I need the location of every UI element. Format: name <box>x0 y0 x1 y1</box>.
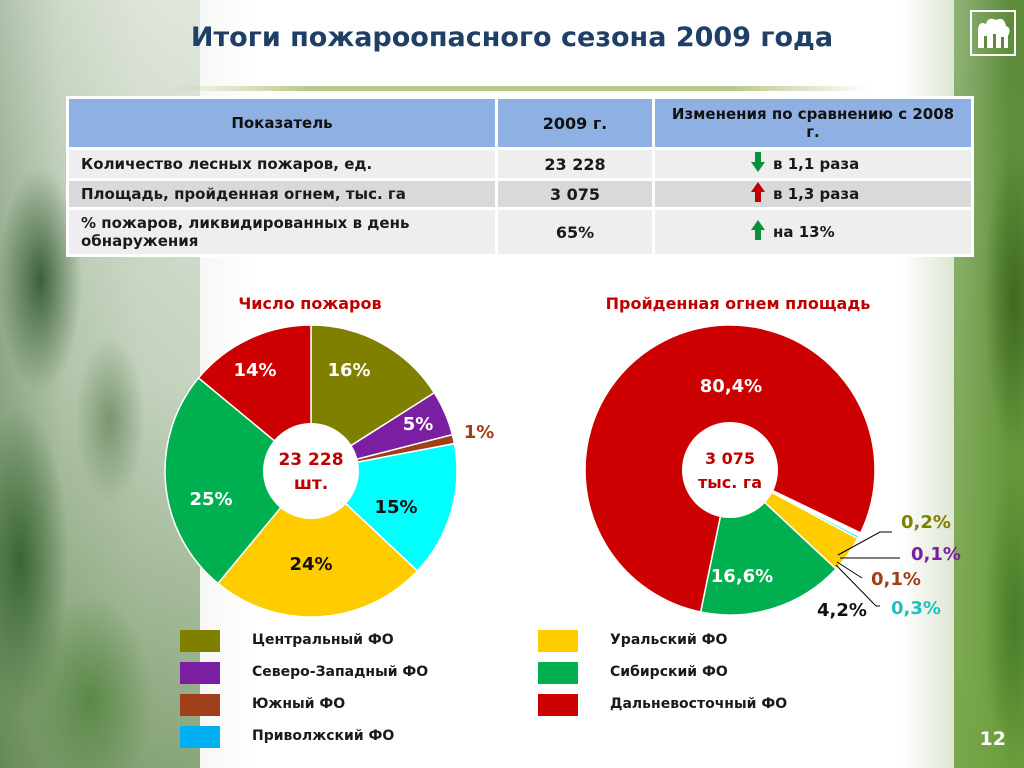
row-liquidated-name: % пожаров, ликвидированных в день обнару… <box>69 210 495 254</box>
change-text: на 13% <box>773 223 835 241</box>
data-label: 0,2% <box>901 512 951 533</box>
row-fires-count-change: в 1,1 раза <box>655 150 971 178</box>
pie-center <box>263 423 359 519</box>
summary-table: Показатель 2009 г. Изменения по сравнени… <box>66 96 974 257</box>
data-label: 14% <box>233 360 276 381</box>
legend-label: Северо-Западный ФО <box>252 664 429 680</box>
pie-center <box>682 422 778 518</box>
legend-swatch <box>180 726 220 748</box>
data-label: 0,1% <box>871 569 921 590</box>
data-label: 16% <box>327 360 370 381</box>
pie-center-label: шт. <box>294 474 328 494</box>
leader-line <box>837 531 892 556</box>
header-indicator: Показатель <box>69 99 495 147</box>
row-fires-count-name: Количество лесных пожаров, ед. <box>69 150 495 178</box>
arrow-up-icon <box>751 220 765 244</box>
pie-center-label: тыс. га <box>698 473 762 492</box>
row-fires-count-value: 23 228 <box>498 150 652 178</box>
row-area-name: Площадь, пройденная огнем, тыс. га <box>69 181 495 207</box>
arrow-down-icon <box>751 152 765 176</box>
legend-swatch <box>180 630 220 652</box>
chart-title-fires: Число пожаров <box>238 294 382 313</box>
data-label: 25% <box>189 489 232 510</box>
legend-label: Сибирский ФО <box>610 664 728 680</box>
arrow-up-icon <box>751 182 765 206</box>
pie-center-label: 3 075 <box>705 449 755 468</box>
row-area-change: в 1,3 раза <box>655 181 971 207</box>
data-label: 15% <box>374 497 417 518</box>
data-label: 80,4% <box>700 376 762 397</box>
forest-logo-icon <box>970 10 1016 56</box>
data-label: 5% <box>403 414 434 435</box>
row-liquidated-value: 65% <box>498 210 652 254</box>
header-year: 2009 г. <box>498 99 652 147</box>
data-label: 0,3% <box>891 598 941 619</box>
table-row: Количество лесных пожаров, ед. 23 228 в … <box>69 150 971 178</box>
legend-swatch <box>538 694 578 716</box>
data-label: 4,2% <box>817 600 867 621</box>
legend-swatch <box>538 630 578 652</box>
legend-swatch <box>180 662 220 684</box>
data-label: 0,1% <box>911 544 961 565</box>
legend-label: Южный ФО <box>252 696 346 712</box>
pie-center-label: 23 228 <box>278 450 343 470</box>
page-title: Итоги пожароопасного сезона 2009 года <box>190 22 834 53</box>
chart-title-area: Пройденная огнем площадь <box>605 294 871 313</box>
header-change-text: Изменения по сравнению с 2008 г. <box>671 105 955 141</box>
data-label: 24% <box>289 554 332 575</box>
legend-label: Дальневосточный ФО <box>610 696 788 712</box>
title-divider <box>170 86 870 91</box>
pie-slice <box>216 469 419 618</box>
table-header-row: Показатель 2009 г. Изменения по сравнени… <box>69 99 971 147</box>
legend-label: Приволжский ФО <box>252 728 395 744</box>
row-liquidated-change: на 13% <box>655 210 971 254</box>
table-row: Площадь, пройденная огнем, тыс. га 3 075… <box>69 181 971 207</box>
row-area-value: 3 075 <box>498 181 652 207</box>
change-text: в 1,3 раза <box>773 185 860 203</box>
legend-label: Центральный ФО <box>252 632 394 648</box>
data-label: 1% <box>464 422 495 443</box>
table-row: % пожаров, ликвидированных в день обнару… <box>69 210 971 254</box>
leader-line <box>836 561 863 579</box>
change-text: в 1,1 раза <box>773 155 860 173</box>
data-label: 16,6% <box>711 566 773 587</box>
leader-line <box>835 564 880 607</box>
row-liquidated-name-text: % пожаров, ликвидированных в день обнару… <box>81 214 410 250</box>
legend-label: Уральский ФО <box>610 632 728 648</box>
legend-swatch <box>538 662 578 684</box>
pie-slice <box>164 376 313 585</box>
page-number: 12 <box>979 728 1006 750</box>
header-change: Изменения по сравнению с 2008 г. <box>655 99 971 147</box>
legend-swatch <box>180 694 220 716</box>
